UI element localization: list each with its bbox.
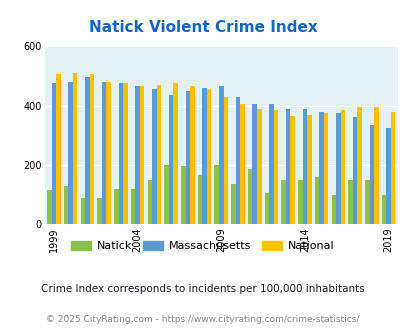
Bar bbox=[302, 109, 307, 224]
Bar bbox=[297, 180, 302, 224]
Bar bbox=[64, 186, 68, 224]
Bar bbox=[102, 82, 106, 224]
Bar bbox=[218, 86, 223, 224]
Bar bbox=[331, 195, 335, 224]
Bar bbox=[340, 110, 344, 224]
Bar bbox=[264, 193, 269, 224]
Bar bbox=[168, 95, 173, 224]
Bar bbox=[364, 180, 369, 224]
Bar bbox=[190, 86, 194, 224]
Bar bbox=[197, 176, 202, 224]
Bar bbox=[269, 104, 273, 224]
Bar bbox=[231, 184, 235, 224]
Bar bbox=[181, 166, 185, 224]
Bar bbox=[164, 165, 168, 224]
Bar bbox=[185, 91, 190, 224]
Bar bbox=[347, 180, 352, 224]
Bar bbox=[381, 195, 386, 224]
Bar bbox=[285, 109, 290, 224]
Bar bbox=[47, 190, 51, 224]
Bar bbox=[56, 75, 60, 224]
Bar bbox=[386, 128, 390, 224]
Bar bbox=[114, 189, 118, 224]
Bar bbox=[130, 189, 135, 224]
Bar bbox=[223, 97, 228, 224]
Bar bbox=[90, 75, 94, 224]
Bar bbox=[373, 107, 378, 224]
Text: Crime Index corresponds to incidents per 100,000 inhabitants: Crime Index corresponds to incidents per… bbox=[41, 284, 364, 294]
Bar bbox=[80, 198, 85, 224]
Bar bbox=[352, 117, 356, 224]
Bar bbox=[51, 83, 56, 224]
Bar bbox=[68, 82, 72, 224]
Bar bbox=[247, 170, 252, 224]
Text: © 2025 CityRating.com - https://www.cityrating.com/crime-statistics/: © 2025 CityRating.com - https://www.city… bbox=[46, 315, 359, 324]
Bar bbox=[106, 82, 111, 224]
Bar bbox=[281, 180, 285, 224]
Bar bbox=[335, 113, 340, 224]
Bar bbox=[85, 77, 90, 224]
Bar bbox=[206, 89, 211, 224]
Bar bbox=[369, 125, 373, 224]
Text: Natick Violent Crime Index: Natick Violent Crime Index bbox=[88, 20, 317, 35]
Bar bbox=[252, 104, 256, 224]
Bar bbox=[72, 73, 77, 224]
Bar bbox=[152, 89, 156, 224]
Bar bbox=[307, 115, 311, 224]
Bar bbox=[256, 109, 261, 224]
Bar bbox=[118, 83, 123, 224]
Bar bbox=[323, 113, 328, 224]
Bar bbox=[314, 177, 319, 224]
Legend: Natick, Massachusetts, National: Natick, Massachusetts, National bbox=[67, 237, 338, 256]
Bar bbox=[135, 86, 139, 224]
Bar bbox=[147, 180, 152, 224]
Bar bbox=[173, 83, 177, 224]
Bar bbox=[202, 88, 206, 224]
Bar bbox=[235, 97, 240, 224]
Bar bbox=[319, 112, 323, 224]
Bar bbox=[290, 116, 294, 224]
Bar bbox=[390, 112, 394, 224]
Bar bbox=[214, 165, 218, 224]
Bar bbox=[97, 198, 102, 224]
Bar bbox=[356, 107, 361, 224]
Bar bbox=[156, 85, 161, 224]
Bar bbox=[273, 110, 277, 224]
Bar bbox=[123, 83, 127, 224]
Bar bbox=[240, 104, 244, 224]
Bar bbox=[139, 86, 144, 224]
